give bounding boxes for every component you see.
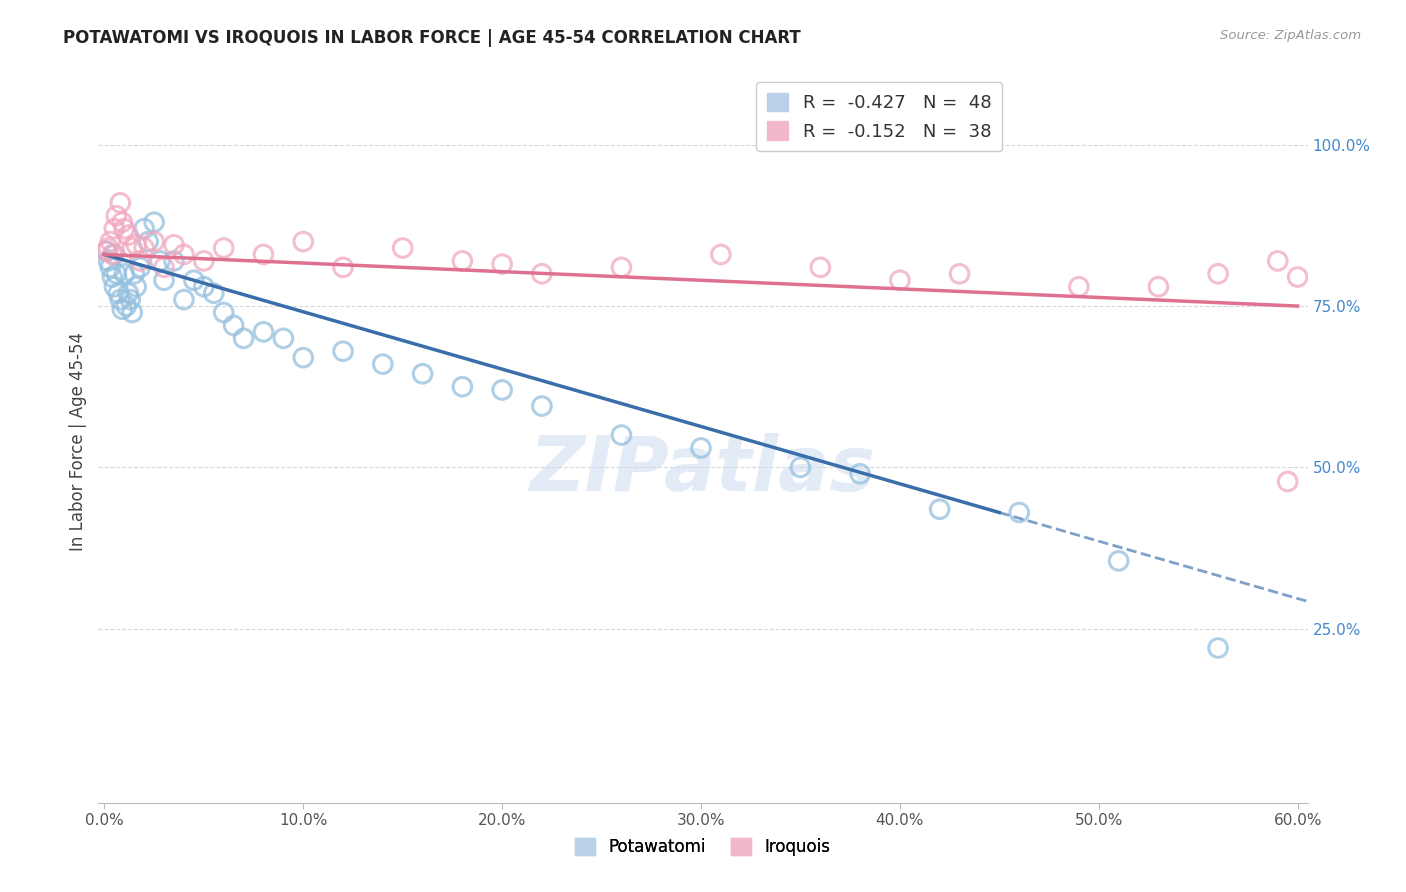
Point	[391, 241, 413, 255]
Point	[371, 357, 394, 371]
Point	[1286, 270, 1309, 285]
Point	[149, 254, 172, 268]
Point	[120, 293, 142, 307]
Point	[111, 215, 134, 229]
Point	[530, 399, 553, 413]
Point	[212, 241, 235, 255]
Point	[143, 235, 166, 249]
Point	[212, 305, 235, 319]
Text: POTAWATOMI VS IROQUOIS IN LABOR FORCE | AGE 45-54 CORRELATION CHART: POTAWATOMI VS IROQUOIS IN LABOR FORCE | …	[63, 29, 801, 46]
Point	[1267, 254, 1289, 268]
Point	[134, 241, 156, 255]
Point	[111, 302, 134, 317]
Point	[110, 293, 132, 307]
Point	[134, 221, 156, 235]
Point	[1108, 554, 1130, 568]
Point	[808, 260, 831, 275]
Point	[103, 247, 125, 261]
Point	[98, 260, 121, 275]
Point	[163, 237, 186, 252]
Point	[1206, 267, 1229, 281]
Point	[107, 286, 129, 301]
Point	[332, 260, 354, 275]
Point	[97, 254, 120, 268]
Point	[129, 254, 152, 268]
Text: Source: ZipAtlas.com: Source: ZipAtlas.com	[1220, 29, 1361, 42]
Point	[105, 267, 128, 281]
Point	[143, 215, 166, 229]
Point	[125, 279, 148, 293]
Point	[153, 260, 176, 275]
Point	[1008, 506, 1031, 520]
Legend: Potawatomi, Iroquois: Potawatomi, Iroquois	[569, 831, 837, 863]
Point	[948, 267, 970, 281]
Point	[889, 273, 911, 287]
Point	[928, 502, 950, 516]
Point	[117, 286, 139, 301]
Point	[121, 305, 143, 319]
Point	[105, 209, 128, 223]
Point	[849, 467, 872, 481]
Point	[1206, 640, 1229, 655]
Point	[96, 244, 118, 259]
Point	[98, 235, 121, 249]
Point	[96, 244, 118, 259]
Point	[451, 254, 474, 268]
Point	[193, 279, 215, 293]
Point	[332, 344, 354, 359]
Point	[173, 293, 195, 307]
Point	[97, 241, 120, 255]
Point	[103, 221, 125, 235]
Point	[491, 257, 513, 271]
Point	[451, 380, 474, 394]
Point	[222, 318, 245, 333]
Point	[125, 237, 148, 252]
Point	[112, 267, 135, 281]
Point	[1067, 279, 1090, 293]
Point	[202, 286, 225, 301]
Point	[232, 331, 254, 345]
Point	[789, 460, 811, 475]
Point	[136, 235, 159, 249]
Point	[252, 247, 274, 261]
Point	[292, 351, 315, 365]
Point	[292, 235, 315, 249]
Point	[101, 247, 124, 261]
Point	[117, 228, 139, 243]
Point	[173, 247, 195, 261]
Point	[122, 267, 145, 281]
Point	[252, 325, 274, 339]
Y-axis label: In Labor Force | Age 45-54: In Labor Force | Age 45-54	[69, 332, 87, 551]
Point	[193, 254, 215, 268]
Point	[1277, 475, 1299, 489]
Point	[412, 367, 434, 381]
Point	[273, 331, 295, 345]
Point	[121, 241, 143, 255]
Point	[710, 247, 733, 261]
Point	[1147, 279, 1170, 293]
Point	[129, 260, 152, 275]
Point	[101, 270, 124, 285]
Point	[163, 254, 186, 268]
Point	[183, 273, 205, 287]
Point	[491, 383, 513, 397]
Point	[690, 441, 713, 455]
Point	[112, 221, 135, 235]
Text: ZIPatlas: ZIPatlas	[530, 434, 876, 508]
Point	[610, 428, 633, 442]
Point	[610, 260, 633, 275]
Point	[103, 279, 125, 293]
Point	[110, 195, 132, 210]
Point	[153, 273, 176, 287]
Point	[530, 267, 553, 281]
Point	[115, 299, 138, 313]
